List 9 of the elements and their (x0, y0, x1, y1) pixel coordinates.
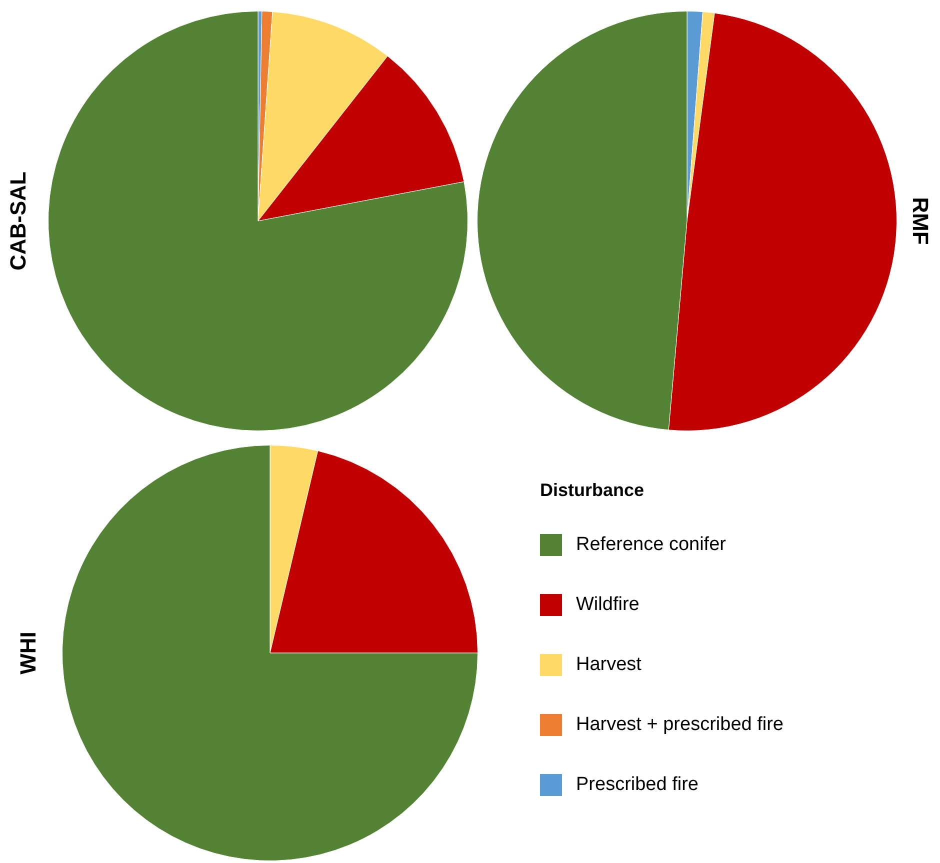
legend-label: Wildfire (576, 594, 640, 616)
legend-label: Prescribed fire (576, 774, 698, 796)
legend-title: Disturbance (540, 480, 646, 501)
legend-label: Harvest (576, 654, 642, 676)
legend-label: Harvest + prescribed fire (576, 714, 784, 736)
legend-label: Reference conifer (576, 534, 726, 556)
text: RMF (906, 197, 933, 245)
text: WHI (14, 632, 41, 674)
text: CAB-SAL (5, 172, 31, 270)
